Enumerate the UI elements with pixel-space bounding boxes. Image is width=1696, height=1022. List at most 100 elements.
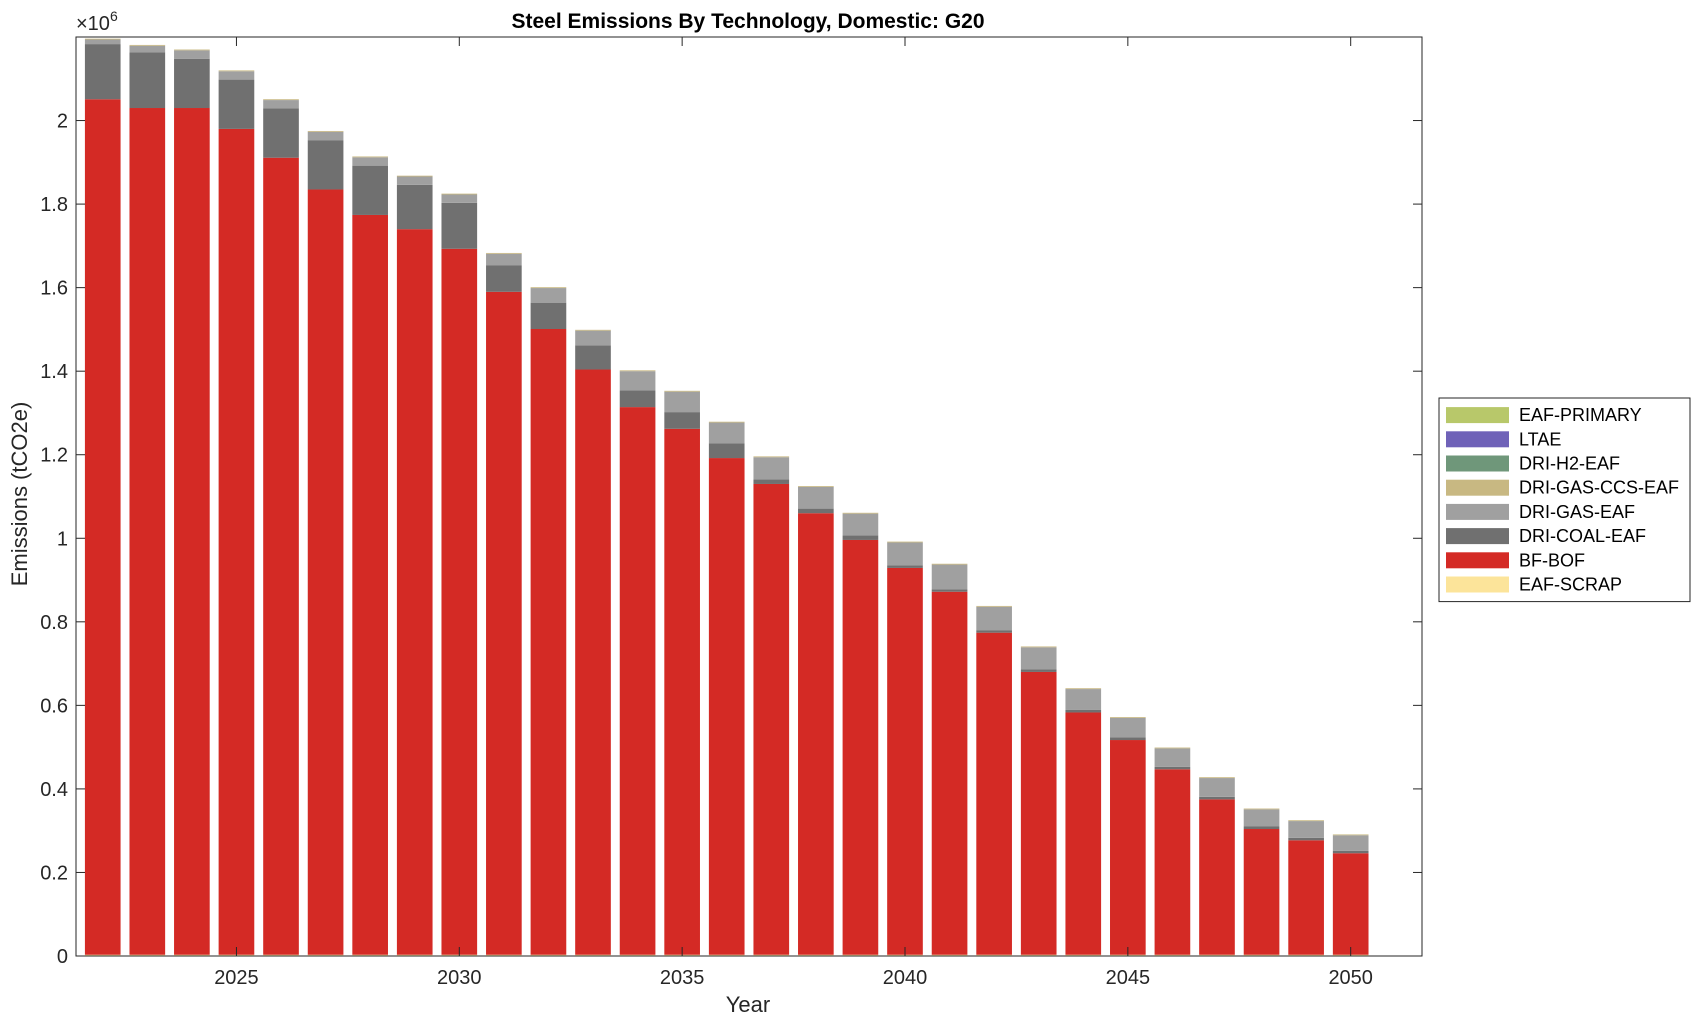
bar-segment-dri-gas-eaf-2038 — [798, 486, 834, 509]
y-tick-label: 1.2 — [40, 445, 68, 467]
bar-segment-dri-gas-ccs-eaf-2039 — [842, 512, 879, 514]
bar-segment-dri-gas-eaf-2034 — [619, 371, 656, 391]
bar-segment-bf-bof-2033 — [575, 369, 611, 955]
bar-segment-bf-bof-2027 — [307, 189, 344, 955]
legend-box — [1438, 397, 1691, 603]
bar-segment-dri-gas-ccs-eaf-2042 — [976, 605, 1012, 607]
bar-segment-bf-bof-2022 — [84, 99, 121, 955]
bar-segment-dri-gas-eaf-2044 — [1065, 689, 1102, 710]
bar-segment-bf-bof-2034 — [619, 407, 656, 955]
bar-segment-dri-coal-eaf-2040 — [887, 565, 923, 568]
legend-label-dri-h2-eaf: DRI-H2-EAF — [1519, 454, 1620, 474]
bar-segment-dri-coal-eaf-2042 — [976, 630, 1012, 633]
y-tick-label: 0 — [57, 946, 68, 968]
y-tick-label: 0.8 — [40, 612, 68, 634]
bar-segment-dri-coal-eaf-2043 — [1020, 669, 1057, 672]
legend-swatch-dri-h2-eaf — [1446, 455, 1509, 472]
bar-segment-dri-coal-eaf-2033 — [575, 345, 611, 370]
bar-segment-dri-coal-eaf-2041 — [931, 589, 968, 592]
bar-segment-bf-bof-2045 — [1110, 740, 1146, 955]
bar-segment-bf-bof-2049 — [1288, 840, 1324, 955]
bar-segment-eaf-scrap-2029 — [396, 954, 433, 956]
bar-segment-dri-gas-ccs-eaf-2029 — [396, 175, 433, 177]
bar-segment-bf-bof-2041 — [931, 591, 968, 955]
bar-segment-dri-gas-ccs-eaf-2047 — [1199, 777, 1235, 779]
bar-segment-eaf-scrap-2037 — [753, 954, 790, 956]
bar-segment-dri-gas-ccs-eaf-2025 — [218, 70, 255, 72]
bar-segment-eaf-scrap-2036 — [708, 954, 745, 956]
bar-segment-eaf-scrap-2049 — [1288, 954, 1324, 956]
x-tick-label: 2040 — [883, 967, 928, 989]
bar-segment-dri-gas-eaf-2047 — [1199, 778, 1235, 797]
bar-segment-dri-gas-ccs-eaf-2049 — [1288, 820, 1324, 822]
bar-segment-dri-gas-eaf-2041 — [931, 564, 968, 590]
legend-swatch-eaf-scrap — [1446, 576, 1509, 593]
legend-swatch-eaf-primary — [1446, 407, 1509, 424]
bar-segment-dri-coal-eaf-2049 — [1288, 837, 1324, 841]
bar-segment-dri-gas-eaf-2033 — [575, 330, 611, 346]
bar-segment-eaf-scrap-2039 — [842, 954, 879, 956]
y-tick-label: 1.6 — [40, 278, 68, 300]
x-tick-label: 2050 — [1328, 967, 1373, 989]
bar-segment-dri-gas-ccs-eaf-2044 — [1065, 688, 1102, 690]
legend-swatch-ltae — [1446, 431, 1509, 448]
bar-segment-dri-gas-eaf-2030 — [441, 194, 478, 203]
y-tick-label: 0.6 — [40, 695, 68, 717]
bar-segment-dri-gas-ccs-eaf-2037 — [753, 456, 790, 458]
bar-segment-bf-bof-2040 — [887, 567, 923, 955]
y-tick-label: 1.8 — [40, 194, 68, 216]
bar-segment-dri-coal-eaf-2029 — [396, 184, 433, 230]
bar-segment-dri-gas-ccs-eaf-2027 — [307, 130, 344, 132]
y-axis-exponent-power: 6 — [110, 8, 118, 24]
legend-label-dri-coal-eaf: DRI-COAL-EAF — [1519, 526, 1646, 546]
bar-segment-dri-gas-eaf-2035 — [664, 391, 700, 413]
y-tick-label: 0.2 — [40, 862, 68, 884]
bar-segment-eaf-scrap-2022 — [84, 954, 121, 956]
chart-title: Steel Emissions By Technology, Domestic:… — [511, 10, 984, 33]
legend-label-bf-bof: BF-BOF — [1519, 550, 1585, 570]
bar-segment-dri-gas-ccs-eaf-2045 — [1110, 717, 1146, 718]
bar-segment-dri-coal-eaf-2039 — [842, 535, 879, 540]
bar-segment-dri-coal-eaf-2031 — [486, 265, 522, 292]
bar-segment-dri-gas-ccs-eaf-2035 — [664, 390, 700, 392]
bar-segment-bf-bof-2046 — [1154, 769, 1191, 955]
x-tick-label: 2030 — [437, 967, 482, 989]
bar-segment-dri-coal-eaf-2022 — [84, 44, 121, 100]
bar-segment-bf-bof-2035 — [664, 428, 700, 955]
bar-segment-dri-gas-eaf-2046 — [1154, 748, 1191, 767]
axes-layer: 0 0.2 0.4 0.6 0.8 1 1.2 1.4 1.6 1.8 2 2025 2030 2035 2… — [40, 36, 1423, 989]
bar-segment-dri-coal-eaf-2045 — [1110, 737, 1146, 741]
y-tick-label: 2 — [57, 111, 68, 133]
bar-segment-bf-bof-2024 — [174, 108, 210, 955]
axes-frame — [75, 36, 1423, 957]
bar-segment-dri-gas-eaf-2050 — [1332, 835, 1369, 851]
bar-segment-eaf-scrap-2044 — [1065, 954, 1102, 956]
bar-segment-dri-coal-eaf-2034 — [619, 390, 656, 408]
bar-segment-bf-bof-2025 — [218, 128, 255, 955]
bar-segment-dri-gas-eaf-2023 — [129, 45, 166, 53]
bar-segment-dri-coal-eaf-2024 — [174, 58, 210, 109]
bar-segment-eaf-scrap-2027 — [307, 954, 344, 956]
bar-segment-dri-gas-ccs-eaf-2036 — [708, 421, 745, 423]
bar-segment-eaf-scrap-2032 — [530, 954, 567, 956]
bar-segment-eaf-scrap-2033 — [575, 954, 611, 956]
bar-segment-dri-coal-eaf-2026 — [263, 108, 299, 158]
bar-segment-dri-gas-ccs-eaf-2022 — [84, 38, 121, 40]
y-tick-label: 0.4 — [40, 779, 68, 801]
plot-background — [76, 37, 1422, 956]
bar-segment-dri-coal-eaf-2038 — [798, 508, 834, 514]
bar-segment-eaf-scrap-2048 — [1243, 954, 1280, 956]
legend-label-eaf-primary: EAF-PRIMARY — [1519, 405, 1642, 425]
x-tick-label: 2035 — [660, 967, 705, 989]
bar-segment-eaf-scrap-2042 — [976, 954, 1012, 956]
bar-segment-dri-gas-eaf-2039 — [842, 513, 879, 536]
bar-segment-dri-gas-ccs-eaf-2034 — [619, 370, 656, 372]
bar-segment-bf-bof-2026 — [263, 157, 299, 955]
bar-segment-eaf-scrap-2043 — [1020, 954, 1057, 956]
bar-segment-bf-bof-2031 — [486, 291, 522, 955]
bar-segment-bf-bof-2028 — [352, 214, 388, 955]
bar-segment-dri-coal-eaf-2037 — [753, 479, 790, 484]
bar-segment-dri-gas-ccs-eaf-2033 — [575, 329, 611, 331]
bar-segment-eaf-scrap-2046 — [1154, 954, 1191, 956]
